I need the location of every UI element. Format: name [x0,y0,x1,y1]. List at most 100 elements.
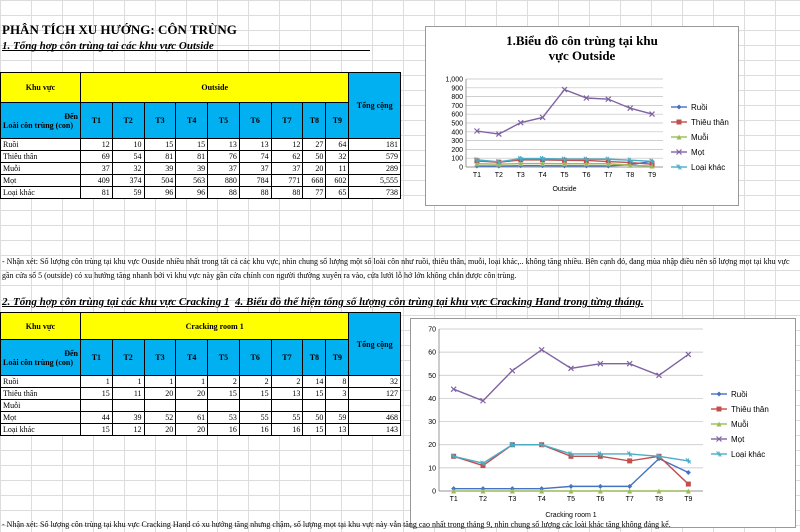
cracking-chart[interactable]: 0 10 20 30 40 50 60 70 T1 T2 T3 T4 T5 T6 T7 T8 T9 Crackin… [410,318,796,528]
hdr-area[interactable]: Khu vực [0,312,81,340]
table-cell[interactable]: 55 [238,411,272,424]
table-cell[interactable]: 88 [270,186,304,199]
row-label[interactable]: Ruồi [0,375,81,388]
table-cell[interactable]: 74 [238,150,272,163]
table-cell[interactable]: 12 [270,138,304,151]
hdr-month[interactable]: T4 [175,102,209,139]
table-cell[interactable]: 16 [238,423,272,436]
table-cell[interactable] [143,399,177,412]
table-cell[interactable]: 88 [238,186,272,199]
table-cell[interactable]: 13 [207,138,240,151]
hdr-month[interactable]: T7 [270,339,304,376]
table-cell[interactable]: 37 [207,162,240,175]
hdr-area-name[interactable]: Outside [79,72,350,103]
table-cell[interactable]: 2 [270,375,304,388]
row-label[interactable]: Ruồi [0,138,81,151]
table-cell[interactable]: 64 [325,138,350,151]
table-cell[interactable]: 81 [175,150,209,163]
hdr-month[interactable]: T1 [80,339,113,376]
table-cell[interactable]: 81 [80,186,113,199]
table-cell[interactable]: 59 [325,411,350,424]
table-cell[interactable] [207,399,240,412]
table-cell[interactable]: 2 [207,375,240,388]
table-cell[interactable]: 61 [175,411,209,424]
table-cell[interactable]: 602 [325,174,350,187]
table-cell[interactable]: 77 [302,186,327,199]
table-cell[interactable]: 1 [143,375,177,388]
table-cell[interactable]: 11 [111,387,145,400]
row-total[interactable]: 5,555 [348,174,401,187]
table-cell[interactable] [175,399,209,412]
table-cell[interactable]: 15 [302,387,327,400]
table-cell[interactable]: 44 [80,411,113,424]
table-cell[interactable] [302,399,327,412]
table-cell[interactable] [111,399,145,412]
hdr-month[interactable]: T9 [325,102,350,139]
table-cell[interactable]: 62 [270,150,304,163]
hdr-diag[interactable]: Đến Loài côn trùng (con) [0,102,81,139]
table-cell[interactable]: 81 [143,150,177,163]
row-label[interactable]: Thiêu thân [0,387,81,400]
table-cell[interactable]: 55 [270,411,304,424]
row-total[interactable]: 289 [348,162,401,175]
table-cell[interactable]: 15 [80,423,113,436]
table-cell[interactable] [80,399,113,412]
row-total[interactable]: 143 [348,423,401,436]
row-label[interactable]: Muỗi [0,162,81,175]
table-cell[interactable]: 20 [175,423,209,436]
table-cell[interactable]: 54 [111,150,145,163]
row-total[interactable]: 127 [348,387,401,400]
table-cell[interactable]: 12 [80,138,113,151]
table-cell[interactable]: 16 [270,423,304,436]
hdr-month[interactable]: T5 [207,102,240,139]
table-cell[interactable]: 27 [302,138,327,151]
hdr-month[interactable]: T7 [270,102,304,139]
table-cell[interactable]: 20 [302,162,327,175]
hdr-area-name[interactable]: Cracking room 1 [79,312,350,340]
table-cell[interactable]: 1 [175,375,209,388]
table-cell[interactable]: 563 [175,174,209,187]
row-total[interactable]: 181 [348,138,401,151]
table-cell[interactable]: 96 [143,186,177,199]
row-label[interactable]: Mọt [0,174,81,187]
table-cell[interactable]: 88 [207,186,240,199]
row-label[interactable]: Loại khác [0,186,81,199]
hdr-month[interactable]: T2 [111,102,145,139]
table-cell[interactable]: 13 [325,423,350,436]
table-cell[interactable]: 50 [302,411,327,424]
table-cell[interactable]: 13 [238,138,272,151]
row-total[interactable]: 579 [348,150,401,163]
table-cell[interactable]: 374 [111,174,145,187]
table-cell[interactable]: 65 [325,186,350,199]
table-cell[interactable] [270,399,304,412]
hdr-month[interactable]: T2 [111,339,145,376]
table-cell[interactable]: 15 [80,387,113,400]
table-cell[interactable]: 20 [175,387,209,400]
hdr-month[interactable]: T8 [302,102,327,139]
row-label[interactable]: Loại khác [0,423,81,436]
table-cell[interactable]: 32 [111,162,145,175]
table-cell[interactable]: 880 [207,174,240,187]
hdr-diag[interactable]: Đến Loài côn trùng (con) [0,339,81,376]
hdr-month[interactable]: T6 [238,339,272,376]
table-cell[interactable]: 11 [325,162,350,175]
row-label[interactable]: Muỗi [0,399,81,412]
table-cell[interactable]: 15 [238,387,272,400]
hdr-total[interactable]: Tổng cộng [348,312,401,376]
table-cell[interactable]: 771 [270,174,304,187]
table-cell[interactable]: 15 [175,138,209,151]
table-cell[interactable]: 37 [270,162,304,175]
table-cell[interactable]: 14 [302,375,327,388]
table-cell[interactable]: 37 [238,162,272,175]
table-cell[interactable]: 1 [80,375,113,388]
table-cell[interactable]: 53 [207,411,240,424]
row-total[interactable]: 32 [348,375,401,388]
hdr-month[interactable]: T1 [80,102,113,139]
table-cell[interactable]: 32 [325,150,350,163]
table-cell[interactable]: 15 [302,423,327,436]
row-total[interactable]: 738 [348,186,401,199]
hdr-month[interactable]: T6 [238,102,272,139]
table-cell[interactable]: 20 [143,387,177,400]
table-cell[interactable]: 3 [325,387,350,400]
table-cell[interactable] [325,399,350,412]
